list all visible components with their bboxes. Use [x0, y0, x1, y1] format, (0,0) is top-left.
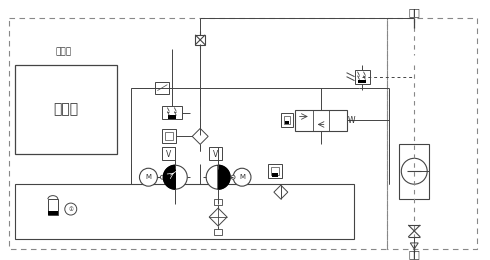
- Bar: [285, 121, 289, 125]
- Bar: [209, 147, 222, 160]
- Bar: [162, 106, 182, 119]
- Circle shape: [206, 165, 230, 189]
- Bar: [284, 116, 290, 125]
- Bar: [15, 65, 117, 154]
- Polygon shape: [218, 165, 230, 189]
- Circle shape: [140, 168, 157, 186]
- Text: M: M: [239, 174, 245, 180]
- Text: M: M: [146, 174, 151, 180]
- Bar: [195, 35, 205, 45]
- Bar: [354, 70, 370, 84]
- Bar: [214, 199, 222, 205]
- Bar: [155, 82, 170, 94]
- Bar: [271, 167, 279, 175]
- Text: ①: ①: [68, 207, 73, 212]
- Text: W: W: [348, 116, 355, 125]
- Bar: [15, 184, 353, 239]
- Bar: [165, 132, 173, 140]
- Text: 油气站: 油气站: [56, 47, 72, 56]
- Bar: [359, 80, 367, 83]
- Circle shape: [231, 175, 235, 179]
- Text: 出气: 出气: [408, 7, 420, 17]
- Bar: [268, 164, 282, 178]
- Polygon shape: [274, 185, 288, 199]
- Bar: [48, 199, 58, 215]
- Bar: [169, 115, 176, 119]
- Text: 进气: 进气: [408, 249, 420, 259]
- Bar: [281, 114, 293, 127]
- Bar: [272, 173, 278, 177]
- Text: V: V: [213, 150, 218, 159]
- Circle shape: [65, 203, 77, 215]
- Circle shape: [401, 158, 427, 184]
- Text: 电控箱: 电控箱: [53, 102, 78, 116]
- Bar: [295, 109, 346, 131]
- Bar: [48, 211, 58, 215]
- Polygon shape: [192, 128, 208, 144]
- Bar: [162, 129, 176, 143]
- Text: V: V: [166, 150, 171, 159]
- Circle shape: [233, 168, 251, 186]
- Bar: [162, 147, 175, 160]
- Circle shape: [163, 165, 187, 189]
- Bar: [214, 229, 222, 235]
- Circle shape: [160, 175, 164, 179]
- Polygon shape: [410, 243, 418, 249]
- Polygon shape: [209, 208, 227, 226]
- Bar: [399, 144, 429, 199]
- Polygon shape: [163, 165, 175, 189]
